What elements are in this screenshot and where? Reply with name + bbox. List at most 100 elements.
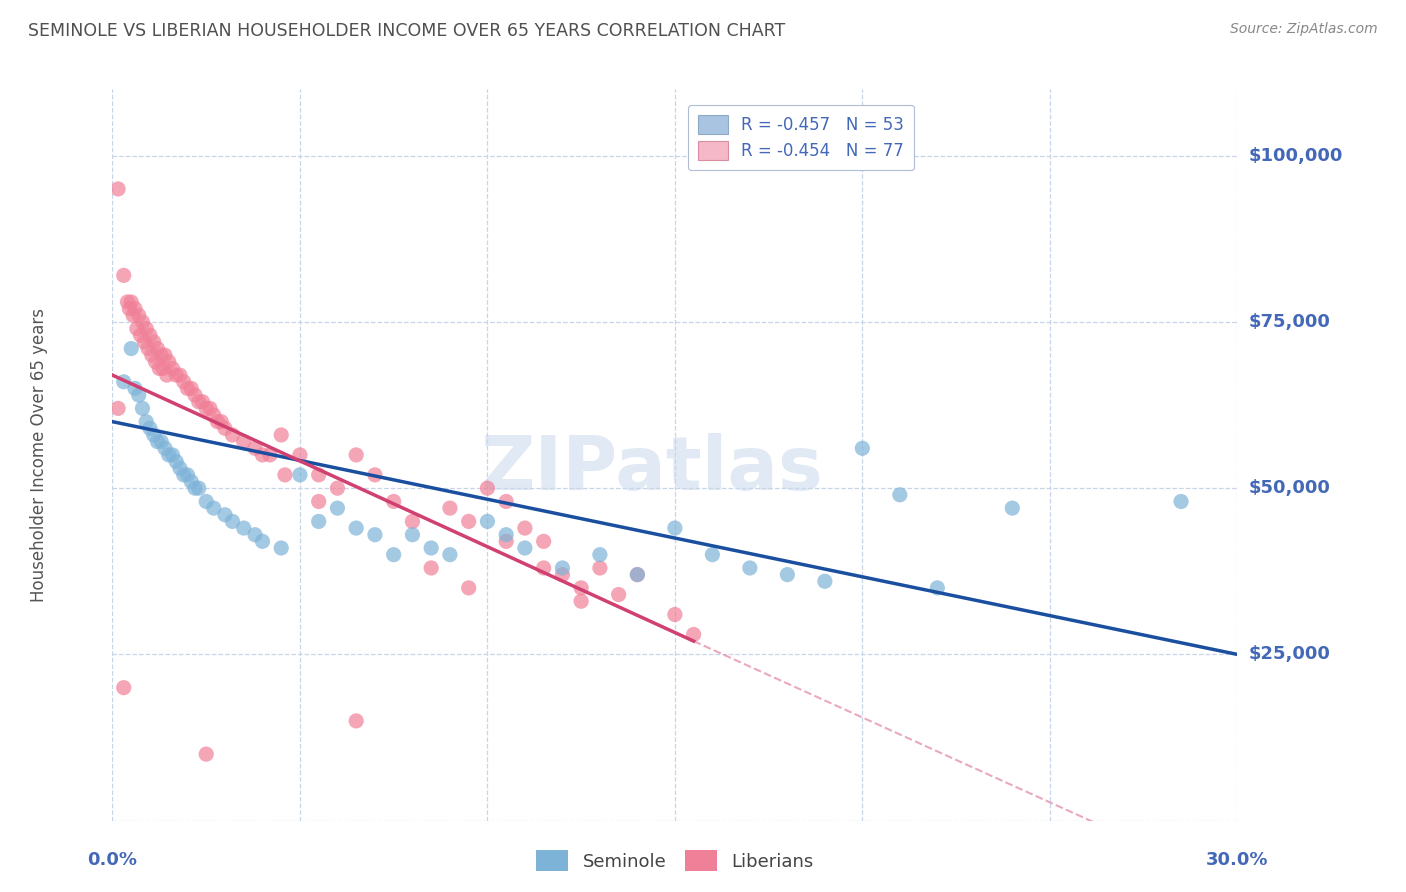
- Point: [176, 467, 198, 482]
- Legend: Seminole, Liberians: Seminole, Liberians: [529, 843, 821, 879]
- Point: [457, 581, 479, 595]
- Point: [439, 501, 461, 516]
- Text: $50,000: $50,000: [1249, 479, 1330, 497]
- Text: SEMINOLE VS LIBERIAN HOUSEHOLDER INCOME OVER 65 YEARS CORRELATION CHART: SEMINOLE VS LIBERIAN HOUSEHOLDER INCOME …: [28, 22, 786, 40]
- Point: [401, 527, 423, 541]
- Point: [401, 515, 423, 529]
- Point: [589, 548, 612, 562]
- Point: [477, 515, 499, 529]
- Point: [165, 454, 187, 468]
- Point: [107, 401, 129, 416]
- Point: [308, 467, 330, 482]
- Point: [157, 355, 180, 369]
- Point: [124, 381, 146, 395]
- Point: [120, 342, 142, 356]
- Point: [173, 375, 195, 389]
- Point: [664, 607, 686, 622]
- Point: [214, 421, 236, 435]
- Point: [202, 408, 225, 422]
- Point: [664, 521, 686, 535]
- Point: [198, 401, 221, 416]
- Point: [252, 534, 274, 549]
- Point: [495, 534, 517, 549]
- Point: [457, 515, 479, 529]
- Point: [112, 268, 135, 283]
- Point: [259, 448, 281, 462]
- Text: $75,000: $75,000: [1249, 313, 1330, 331]
- Point: [607, 588, 630, 602]
- Point: [288, 448, 311, 462]
- Point: [814, 574, 837, 589]
- Point: [477, 481, 499, 495]
- Text: $25,000: $25,000: [1249, 646, 1330, 664]
- Point: [112, 681, 135, 695]
- Point: [128, 388, 150, 402]
- Point: [1170, 494, 1192, 508]
- Point: [221, 515, 243, 529]
- Point: [142, 428, 165, 442]
- Point: [184, 388, 207, 402]
- Point: [513, 541, 536, 555]
- Point: [439, 548, 461, 562]
- Point: [202, 501, 225, 516]
- Point: [145, 355, 167, 369]
- Point: [270, 541, 292, 555]
- Point: [495, 527, 517, 541]
- Point: [122, 308, 145, 322]
- Point: [252, 448, 274, 462]
- Point: [243, 527, 266, 541]
- Point: [125, 321, 148, 335]
- Point: [344, 521, 367, 535]
- Point: [187, 394, 209, 409]
- Point: [153, 348, 176, 362]
- Point: [195, 747, 218, 761]
- Point: [146, 342, 169, 356]
- Point: [150, 434, 173, 449]
- Point: [626, 567, 648, 582]
- Point: [124, 301, 146, 316]
- Point: [243, 442, 266, 456]
- Point: [326, 481, 349, 495]
- Point: [326, 501, 349, 516]
- Point: [120, 295, 142, 310]
- Point: [131, 401, 153, 416]
- Point: [776, 567, 799, 582]
- Point: [176, 381, 198, 395]
- Point: [112, 375, 135, 389]
- Point: [141, 348, 163, 362]
- Point: [344, 714, 367, 728]
- Point: [195, 494, 218, 508]
- Point: [232, 434, 254, 449]
- Point: [162, 361, 184, 376]
- Point: [152, 361, 174, 376]
- Point: [274, 467, 297, 482]
- Point: [682, 627, 704, 641]
- Point: [364, 467, 387, 482]
- Point: [382, 548, 405, 562]
- Point: [702, 548, 724, 562]
- Point: [889, 488, 911, 502]
- Point: [180, 381, 202, 395]
- Point: [118, 301, 141, 316]
- Point: [382, 494, 405, 508]
- Point: [420, 541, 443, 555]
- Point: [139, 328, 162, 343]
- Point: [157, 448, 180, 462]
- Point: [187, 481, 209, 495]
- Point: [551, 567, 574, 582]
- Point: [851, 442, 873, 456]
- Point: [214, 508, 236, 522]
- Text: 30.0%: 30.0%: [1206, 851, 1268, 869]
- Point: [129, 328, 152, 343]
- Point: [107, 182, 129, 196]
- Point: [209, 415, 232, 429]
- Point: [308, 494, 330, 508]
- Point: [136, 342, 159, 356]
- Point: [135, 415, 157, 429]
- Point: [131, 315, 153, 329]
- Point: [169, 461, 191, 475]
- Point: [169, 368, 191, 383]
- Point: [495, 494, 517, 508]
- Point: [162, 448, 184, 462]
- Point: [513, 521, 536, 535]
